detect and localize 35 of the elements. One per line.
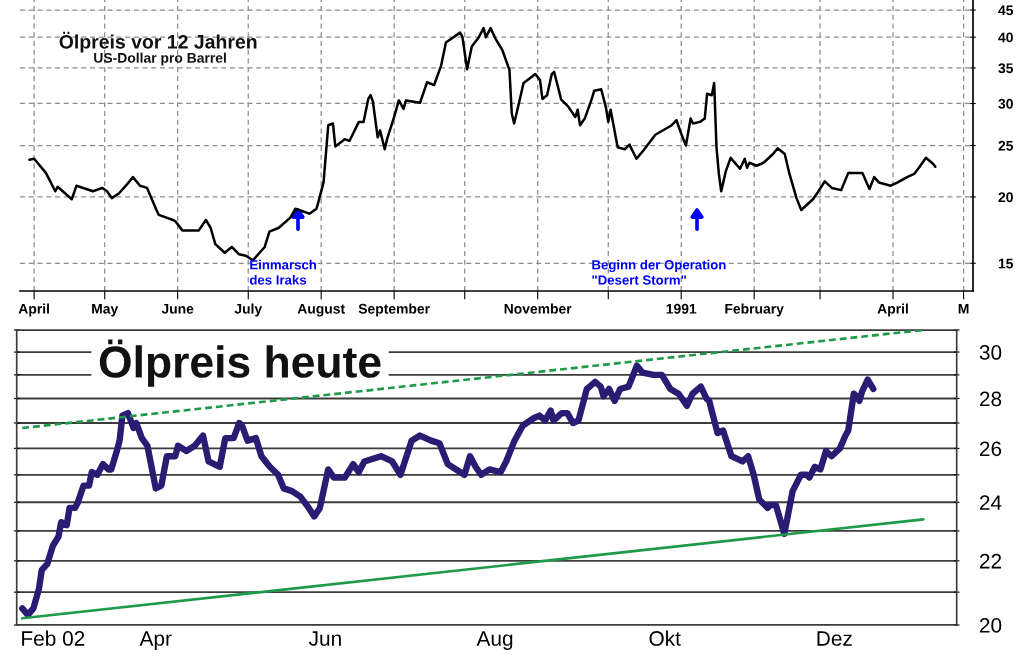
y-tick-label: 25 [998, 140, 1014, 151]
y-tick-label: 28 [979, 391, 1002, 407]
chart-title: Ölpreis heute [99, 339, 381, 387]
x-tick-label: February [725, 303, 784, 317]
x-tick-label: July [234, 303, 263, 317]
x-tick-label: Feb 02 [22, 630, 85, 646]
x-tick-label: September [358, 303, 430, 317]
x-tick-label: Okt [649, 630, 681, 646]
y-tick-label: 30 [979, 345, 1002, 360]
y-tick-label: 20 [979, 618, 1002, 633]
x-tick-label: April [18, 303, 49, 317]
text: Ölpreis vor 12 Jahren [59, 31, 257, 53]
x-tick-label: November [504, 303, 572, 314]
x-tick-label: April [877, 303, 908, 317]
y-tick-label: 45 [998, 5, 1014, 16]
y-tick-label: 30 [998, 98, 1013, 109]
y-tick-label: 22 [979, 553, 1002, 569]
y-tick-label: 15 [998, 258, 1014, 269]
annotation: Einmarsch des Iraks [249, 259, 317, 285]
annotation: Beginn der Operation "Desert Storm" [592, 259, 726, 285]
x-tick-label: M [958, 304, 969, 314]
x-tick-label: Apr [139, 631, 172, 650]
x-tick-label: May [92, 304, 119, 317]
y-tick-label: 24 [979, 495, 1002, 510]
x-tick-label: Jun [308, 631, 341, 646]
x-tick-label: June [161, 304, 194, 314]
y-tick-label: 26 [979, 441, 1002, 457]
y-tick-label: 35 [998, 63, 1014, 74]
x-tick-label: Aug [476, 631, 513, 650]
text: US-Dollar pro Barrel [94, 52, 226, 66]
y-tick-label: 40 [998, 32, 1013, 43]
x-tick-label: August [297, 303, 345, 317]
y-tick-label: 20 [998, 192, 1013, 203]
x-tick-label: 1991 [666, 303, 697, 314]
x-tick-label: Dez [817, 631, 852, 646]
